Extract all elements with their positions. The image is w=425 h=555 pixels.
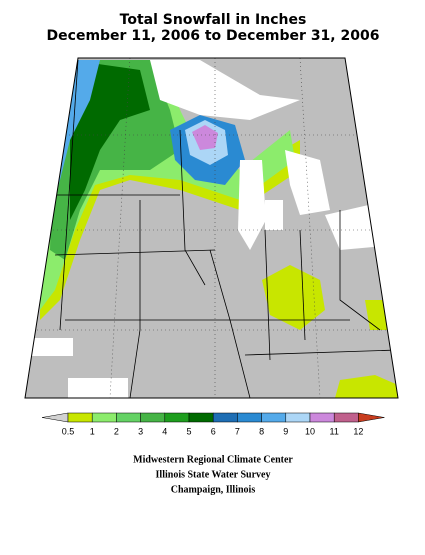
legend-tick-label: 8 — [259, 426, 264, 436]
legend-tick-label: 0.5 — [62, 426, 75, 436]
legend-swatch — [358, 412, 385, 423]
legend-swatch — [67, 412, 93, 423]
legend-swatch — [41, 412, 69, 423]
legend-swatch — [188, 412, 214, 423]
legend-tick-label: 7 — [235, 426, 240, 436]
legend-swatch — [164, 412, 190, 423]
legend: 0.5 1 2 3 4 5 6 7 8 9 10 11 12 — [41, 412, 385, 436]
legend-swatch — [91, 412, 117, 423]
subtitle: December 11, 2006 to December 31, 2006 — [47, 28, 380, 44]
legend-tick-label: 3 — [138, 426, 143, 436]
legend-tick-label: 1 — [90, 426, 95, 436]
legend-swatch — [285, 412, 311, 423]
credit: Champaign, Illinois — [171, 484, 256, 495]
legend-tick-label: 9 — [283, 426, 288, 436]
legend-swatch — [237, 412, 262, 423]
legend-swatch — [116, 412, 141, 423]
credit: Illinois State Water Survey — [156, 469, 271, 480]
legend-swatch — [333, 412, 359, 423]
legend-swatch — [261, 412, 287, 423]
legend-tick-label: 10 — [305, 426, 315, 436]
legend-tick-label: 2 — [114, 426, 119, 436]
legend-swatch — [140, 412, 166, 423]
map — [24, 57, 399, 399]
legend-tick-label: 5 — [186, 426, 191, 436]
legend-tick-label: 4 — [162, 426, 167, 436]
credit: Midwestern Regional Climate Center — [133, 454, 293, 465]
legend-swatch — [309, 412, 335, 423]
title: Total Snowfall in Inches — [120, 12, 307, 28]
legend-tick-label: 6 — [211, 426, 216, 436]
legend-swatch — [212, 412, 238, 423]
legend-tick-label: 11 — [330, 426, 339, 436]
legend-tick-label: 12 — [353, 426, 363, 436]
